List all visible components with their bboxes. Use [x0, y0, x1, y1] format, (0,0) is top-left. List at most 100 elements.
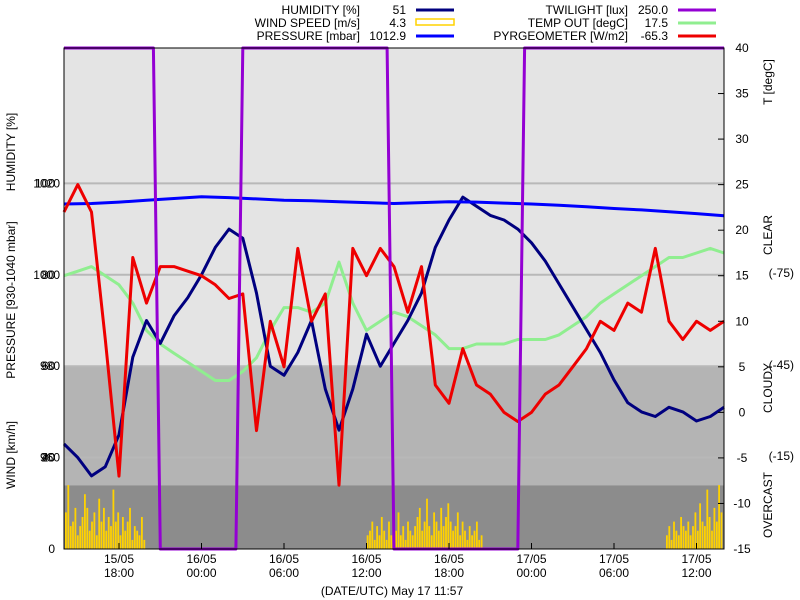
- wind-bar: [447, 503, 450, 549]
- wind-bar: [670, 539, 673, 549]
- wind-bar: [468, 526, 471, 549]
- pressure-tick-label: 1000: [33, 268, 60, 282]
- temp-tick-label: 5: [739, 360, 746, 374]
- pressure-tick-label: 980: [40, 359, 60, 373]
- overcast-label: OVERCAST: [761, 471, 775, 538]
- wind-legend-name: WIND SPEED [m/s]: [255, 16, 360, 30]
- wind-bar: [480, 535, 483, 549]
- wind-bar: [107, 517, 110, 549]
- wind-bar: [421, 530, 424, 549]
- wind-bar: [675, 530, 678, 549]
- x-tick-time: 12:00: [351, 566, 381, 580]
- x-tick-time: 12:00: [681, 566, 711, 580]
- wind-bar: [81, 517, 84, 549]
- wind-bar: [426, 498, 428, 549]
- wind-speed-bars: [65, 485, 723, 549]
- pyrgeometer-tick-label: (-75): [769, 266, 794, 280]
- wind-bar: [680, 517, 682, 549]
- wind-bar: [437, 530, 440, 549]
- wind-bar: [418, 507, 421, 549]
- wind-bar: [67, 485, 70, 549]
- wind-bar: [395, 530, 397, 549]
- wind-bar: [677, 535, 680, 549]
- wind-bar: [98, 498, 101, 549]
- wind-legend-value: 4.3: [389, 16, 406, 30]
- x-tick-date: 16/05: [269, 552, 299, 566]
- temp-tick-label: 0: [739, 405, 746, 419]
- temp-tick-label: -15: [733, 542, 751, 556]
- wind-bar: [411, 535, 414, 549]
- x-tick-date: 16/05: [351, 552, 381, 566]
- wind-bar: [464, 530, 466, 549]
- twilight-legend-name: TWILIGHT [lux]: [546, 3, 628, 17]
- wind-bar: [713, 507, 716, 549]
- x-tick-time: 18:00: [104, 566, 134, 580]
- wind-bar: [69, 526, 72, 549]
- wind-bar: [110, 526, 112, 549]
- x-tick-date: 16/05: [186, 552, 216, 566]
- wind-legend-swatch: [415, 18, 455, 26]
- wind-bar: [416, 517, 419, 549]
- wind-bar: [430, 535, 433, 549]
- cloudy-label: CLOUDY: [761, 363, 775, 413]
- wind-bar: [72, 521, 74, 549]
- wind-bar: [65, 512, 67, 549]
- wind-bar: [86, 507, 89, 549]
- humidity-tick-label: 40: [42, 451, 56, 465]
- wind-bar: [718, 485, 720, 549]
- wind-bar: [666, 535, 668, 549]
- wind-bar: [428, 526, 431, 549]
- wind-bar: [668, 526, 671, 549]
- wind-bar: [473, 530, 476, 549]
- temp-tick-label: 10: [735, 314, 749, 328]
- wind-bar: [133, 526, 136, 549]
- pressure-axis-label: PRESSURE [930-1040 mbar]: [4, 221, 18, 378]
- x-tick-date: 17/05: [516, 552, 546, 566]
- wind-bar: [129, 507, 131, 549]
- wind-bar: [440, 507, 443, 549]
- wind-bar: [449, 521, 452, 549]
- wind-bar: [704, 526, 706, 549]
- wind-bar: [138, 535, 141, 549]
- wind-bar: [373, 539, 376, 549]
- pyrgeometer-tick-label: (-45): [769, 358, 794, 372]
- temp-line: [63, 246, 725, 382]
- wind-bar: [478, 539, 481, 549]
- wind-bar: [701, 521, 704, 549]
- wind-bar: [95, 535, 98, 549]
- wind-bar: [91, 521, 93, 549]
- pressure-legend-value: 1012.9: [369, 29, 406, 43]
- wind-bar: [409, 530, 412, 549]
- pyrg-legend-name: PYRGEOMETER [W/m2]: [493, 29, 628, 43]
- wind-bar: [383, 530, 386, 549]
- wind-bar: [687, 521, 690, 549]
- wind-bar: [456, 512, 459, 549]
- humidity-tick-label: 100: [35, 176, 55, 190]
- wind-bar: [103, 507, 105, 549]
- wind-bar: [122, 517, 124, 549]
- wind-bar: [366, 535, 369, 549]
- pressure-tick-label: 960: [40, 451, 60, 465]
- wind-bar: [699, 503, 701, 549]
- wind-bar: [442, 526, 445, 549]
- temp-tick-label: 25: [735, 178, 749, 192]
- wind-bar: [369, 530, 371, 549]
- wind-bar: [378, 535, 381, 549]
- wind-bar: [685, 530, 687, 549]
- wind-bar: [390, 535, 393, 549]
- legend: HUMIDITY [%] 51 WIND SPEED [m/s] 4.3 PRESSUR…: [255, 3, 716, 43]
- wind-bar: [696, 530, 699, 549]
- temp-legend-name: TEMP OUT [degC]: [528, 16, 628, 30]
- wind-bar: [131, 539, 134, 549]
- wind-bar: [380, 517, 383, 549]
- wind-bar: [119, 535, 122, 549]
- wind-bar: [88, 530, 91, 549]
- wind-bar: [435, 521, 438, 549]
- wind-bar: [466, 539, 469, 549]
- x-tick-date: 17/05: [681, 552, 711, 566]
- pyrgeometer-tick-label: (-15): [769, 449, 794, 463]
- humidity-tick-label: 80: [42, 268, 56, 282]
- wind-bar: [84, 494, 86, 549]
